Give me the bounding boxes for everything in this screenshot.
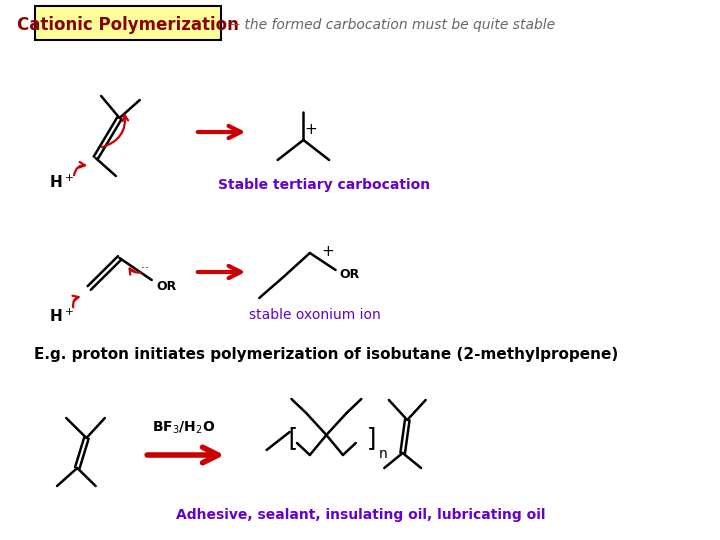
Text: stable oxonium ion: stable oxonium ion bbox=[248, 308, 380, 322]
Text: BF$_3$/H$_2$O: BF$_3$/H$_2$O bbox=[152, 420, 215, 436]
FancyBboxPatch shape bbox=[35, 6, 220, 40]
Text: -- the formed carbocation must be quite stable: -- the formed carbocation must be quite … bbox=[230, 18, 555, 32]
Text: OR: OR bbox=[156, 280, 176, 293]
Text: [: [ bbox=[285, 426, 300, 450]
Text: ]: ] bbox=[365, 426, 380, 450]
Text: ··: ·· bbox=[141, 261, 153, 274]
Text: Stable tertiary carbocation: Stable tertiary carbocation bbox=[217, 178, 430, 192]
Text: E.g. proton initiates polymerization of isobutane (2-methylpropene): E.g. proton initiates polymerization of … bbox=[34, 348, 618, 362]
Text: +: + bbox=[322, 245, 335, 260]
Text: H$^+$: H$^+$ bbox=[49, 307, 74, 325]
Text: Cationic Polymerization: Cationic Polymerization bbox=[17, 16, 239, 34]
Text: OR: OR bbox=[339, 267, 359, 280]
Text: +: + bbox=[305, 123, 317, 138]
Text: n: n bbox=[379, 447, 388, 461]
Text: Adhesive, sealant, insulating oil, lubricating oil: Adhesive, sealant, insulating oil, lubri… bbox=[176, 508, 545, 522]
Text: H$^+$: H$^+$ bbox=[49, 173, 74, 191]
